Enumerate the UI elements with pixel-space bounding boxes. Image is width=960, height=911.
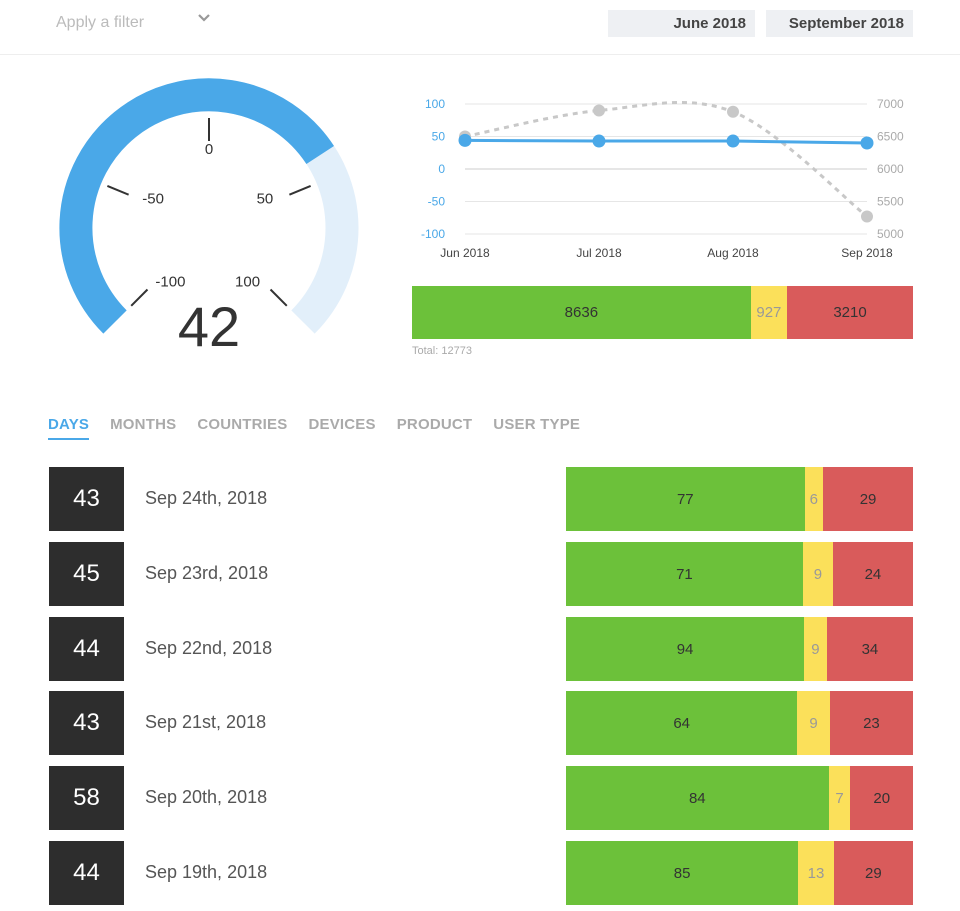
trend-line-chart: 100 50 0 -50 -100 7000 6500 6000 5500 5000 Jun 201… — [421, 97, 904, 260]
date-start-button[interactable]: June 2018 — [608, 10, 755, 37]
series-left-point[interactable] — [860, 136, 874, 150]
row-neutral: 9 — [802, 542, 833, 606]
row-neutral: 7 — [828, 766, 851, 830]
series-left-point[interactable] — [726, 134, 740, 148]
row-positive: 64 — [566, 691, 798, 755]
gauge-tick — [269, 288, 288, 307]
row-neutral: 9 — [804, 617, 827, 681]
y-left-tick-label: 0 — [438, 162, 445, 176]
row-negative: 29 — [833, 841, 913, 905]
filter-dropdown[interactable]: Apply a filter — [56, 14, 216, 34]
gauge-tick-label: -50 — [142, 190, 164, 207]
y-right-tick-label: 5500 — [877, 195, 904, 209]
gauge-value: 42 — [178, 295, 240, 358]
gauge-tick-label: 100 — [235, 274, 260, 291]
score-gauge: -100 -50 0 50 100 42 — [59, 78, 359, 358]
row-date: Sep 24th, 2018 — [145, 488, 268, 508]
tab-user-type[interactable]: USER TYPE — [493, 416, 581, 433]
gauge-fill — [59, 78, 334, 334]
y-left-tick-label: 50 — [432, 130, 446, 144]
y-right-tick-label: 6500 — [877, 130, 904, 144]
y-right-tick-label: 5000 — [877, 227, 904, 241]
row-negative: 24 — [832, 542, 913, 606]
series-right-point[interactable] — [727, 105, 739, 118]
row-positive: 84 — [566, 766, 829, 830]
table-row[interactable]: 45 Sep 23rd, 2018 71 9 24 — [49, 542, 913, 606]
series-left-point[interactable] — [458, 133, 472, 147]
chevron-down-icon[interactable] — [196, 10, 212, 31]
row-positive: 71 — [566, 542, 803, 606]
gauge-tick — [288, 184, 312, 196]
tab-days[interactable]: DAYS — [48, 416, 90, 440]
table-row[interactable]: 44 Sep 22nd, 2018 94 9 34 — [49, 617, 913, 681]
row-distribution-bar: 85 13 29 — [566, 841, 913, 905]
summary-neutral: 927 — [750, 286, 788, 339]
row-date: Sep 21st, 2018 — [145, 712, 267, 732]
breakdown-tabs: DAYS MONTHS COUNTRIES DEVICES PRODUCT US… — [48, 416, 580, 440]
row-positive: 94 — [566, 617, 805, 681]
row-distribution-bar: 94 9 34 — [566, 617, 913, 681]
x-tick-label: Jul 2018 — [576, 246, 622, 260]
gauge-tick-label: 0 — [205, 141, 213, 158]
row-score: 58 — [49, 766, 124, 830]
table-row[interactable]: 43 Sep 21st, 2018 64 9 23 — [49, 691, 913, 755]
summary-negative: 3210 — [787, 286, 913, 339]
y-left-tick-label: -50 — [428, 195, 446, 209]
x-tick-label: Aug 2018 — [707, 246, 759, 260]
y-left-tick-label: 100 — [425, 97, 445, 111]
table-row[interactable]: 43 Sep 24th, 2018 77 6 29 — [49, 467, 913, 531]
gauge-tick — [106, 184, 130, 196]
table-row[interactable]: 58 Sep 20th, 2018 84 7 20 — [49, 766, 913, 830]
y-right-tick-label: 6000 — [877, 162, 904, 176]
tab-devices[interactable]: DEVICES — [308, 416, 376, 433]
row-date: Sep 20th, 2018 — [145, 787, 268, 807]
series-left-point[interactable] — [592, 134, 606, 148]
row-neutral: 6 — [804, 467, 824, 531]
row-score: 44 — [49, 841, 124, 905]
top-bar: Apply a filter June 2018 September 2018 — [0, 0, 960, 55]
date-end-button[interactable]: September 2018 — [766, 10, 913, 37]
row-distribution-bar: 77 6 29 — [566, 467, 913, 531]
row-date: Sep 22nd, 2018 — [145, 638, 273, 658]
row-score: 43 — [49, 691, 124, 755]
summary-total: Total: 12773 — [412, 345, 472, 357]
gauge-tick — [130, 288, 149, 307]
row-neutral: 13 — [798, 841, 834, 905]
row-score: 45 — [49, 542, 124, 606]
y-right-tick-label: 7000 — [877, 97, 904, 111]
row-negative: 20 — [850, 766, 913, 830]
row-score: 43 — [49, 467, 124, 531]
row-date: Sep 23rd, 2018 — [145, 563, 269, 583]
summary-positive: 8636 — [412, 286, 751, 339]
gauge-tick-label: -100 — [155, 274, 185, 291]
row-negative: 23 — [829, 691, 913, 755]
series-right-point[interactable] — [861, 210, 873, 223]
x-tick-label: Sep 2018 — [841, 246, 893, 260]
tab-countries[interactable]: COUNTRIES — [197, 416, 288, 433]
row-date: Sep 19th, 2018 — [145, 862, 268, 882]
row-positive: 85 — [566, 841, 799, 905]
table-row[interactable]: 44 Sep 19th, 2018 85 13 29 — [49, 841, 913, 905]
row-neutral: 9 — [797, 691, 830, 755]
gauge-tick-label: 50 — [257, 190, 274, 207]
summary-distribution-bar: 8636 927 3210 — [412, 286, 913, 339]
x-tick-label: Jun 2018 — [440, 246, 490, 260]
row-distribution-bar: 64 9 23 — [566, 691, 913, 755]
filter-placeholder: Apply a filter — [56, 14, 145, 31]
row-distribution-bar: 71 9 24 — [566, 542, 913, 606]
series-right-point[interactable] — [593, 104, 605, 117]
row-score: 44 — [49, 617, 124, 681]
row-distribution-bar: 84 7 20 — [566, 766, 913, 830]
series-left-line — [464, 138, 868, 145]
y-left-tick-label: -100 — [421, 227, 445, 241]
row-positive: 77 — [566, 467, 805, 531]
series-right-line — [464, 101, 868, 218]
row-negative: 29 — [823, 467, 913, 531]
tab-product[interactable]: PRODUCT — [396, 416, 473, 433]
tab-months[interactable]: MONTHS — [110, 416, 177, 433]
row-negative: 34 — [826, 617, 913, 681]
